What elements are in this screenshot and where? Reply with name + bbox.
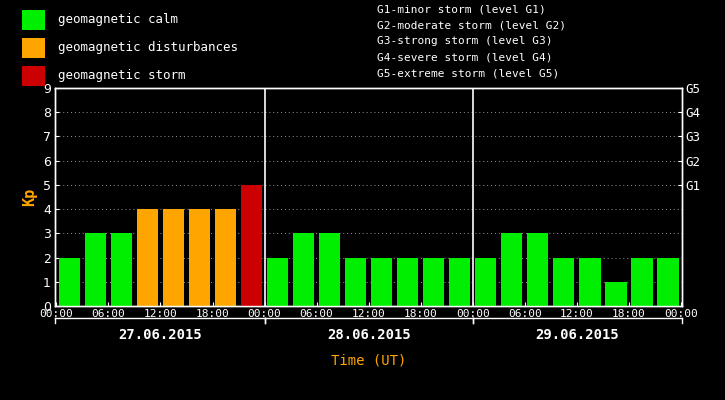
Bar — [59, 258, 80, 306]
Bar — [371, 258, 392, 306]
Text: 29.06.2015: 29.06.2015 — [535, 328, 618, 342]
Bar — [163, 209, 184, 306]
Text: geomagnetic storm: geomagnetic storm — [58, 69, 186, 82]
Text: G4-severe storm (level G4): G4-severe storm (level G4) — [377, 53, 552, 63]
Bar — [85, 233, 106, 306]
Bar — [605, 282, 626, 306]
Text: 28.06.2015: 28.06.2015 — [327, 328, 410, 342]
Bar — [293, 233, 314, 306]
Text: G2-moderate storm (level G2): G2-moderate storm (level G2) — [377, 20, 566, 30]
Bar — [658, 258, 679, 306]
Text: G5-extreme storm (level G5): G5-extreme storm (level G5) — [377, 69, 559, 79]
Text: G3-strong storm (level G3): G3-strong storm (level G3) — [377, 36, 552, 46]
Bar — [345, 258, 366, 306]
Bar — [22, 66, 45, 86]
Text: Time (UT): Time (UT) — [331, 354, 406, 368]
Bar — [527, 233, 549, 306]
Y-axis label: Kp: Kp — [22, 188, 38, 206]
Bar — [22, 10, 45, 30]
Bar — [111, 233, 132, 306]
Text: geomagnetic calm: geomagnetic calm — [58, 13, 178, 26]
Text: geomagnetic disturbances: geomagnetic disturbances — [58, 41, 238, 54]
Bar — [423, 258, 444, 306]
Bar — [631, 258, 652, 306]
Bar — [319, 233, 340, 306]
Bar — [22, 38, 45, 58]
Bar — [553, 258, 574, 306]
Bar — [501, 233, 523, 306]
Text: 27.06.2015: 27.06.2015 — [119, 328, 202, 342]
Bar — [215, 209, 236, 306]
Bar — [267, 258, 289, 306]
Text: G1-minor storm (level G1): G1-minor storm (level G1) — [377, 4, 546, 14]
Bar — [449, 258, 471, 306]
Bar — [475, 258, 497, 306]
Bar — [397, 258, 418, 306]
Bar — [241, 185, 262, 306]
Bar — [188, 209, 210, 306]
Bar — [579, 258, 600, 306]
Bar — [137, 209, 158, 306]
